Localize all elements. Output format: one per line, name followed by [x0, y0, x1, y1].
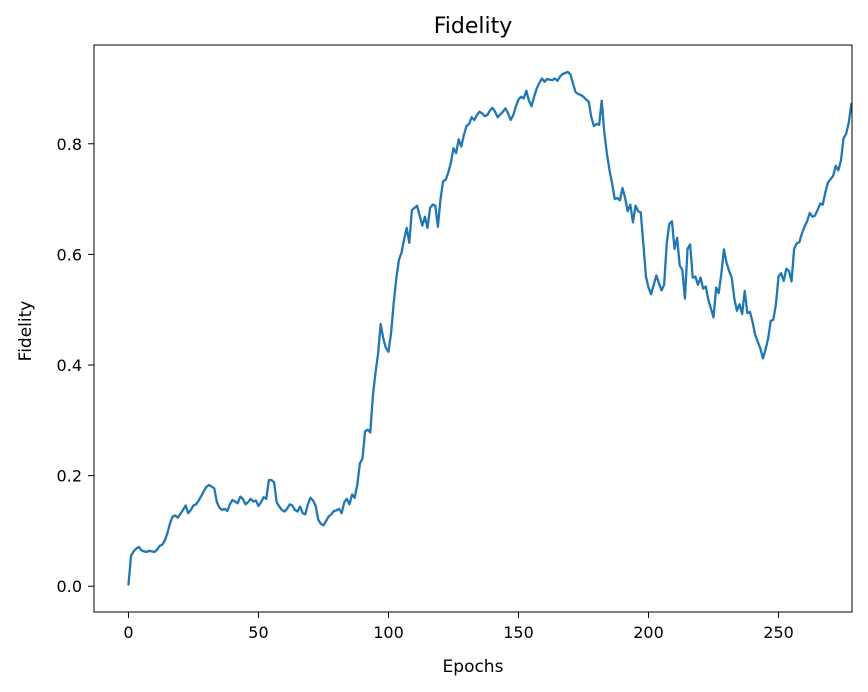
- y-tick-label: 0.6: [57, 245, 82, 264]
- y-tick-label: 0.0: [57, 577, 82, 596]
- series-line: [127, 70, 853, 586]
- y-tick-label: 0.4: [57, 356, 82, 375]
- x-tick-label: 250: [763, 623, 794, 642]
- plot-frame: [93, 44, 853, 613]
- x-tick-label: 50: [248, 623, 268, 642]
- y-tick-label: 0.8: [57, 135, 82, 154]
- x-axis-label: Epochs: [443, 657, 504, 677]
- x-tick-label: 150: [503, 623, 534, 642]
- x-tick-label: 0: [123, 623, 133, 642]
- x-tick-label: 100: [373, 623, 404, 642]
- chart-title: Fidelity: [434, 14, 513, 39]
- y-axis-label: Fidelity: [16, 301, 36, 362]
- tick-group: 0 50 100 150 200 250 0.0 0.2 0.4 0.6 0.8: [57, 135, 794, 642]
- x-tick-label: 200: [633, 623, 664, 642]
- y-tick-label: 0.2: [57, 467, 82, 486]
